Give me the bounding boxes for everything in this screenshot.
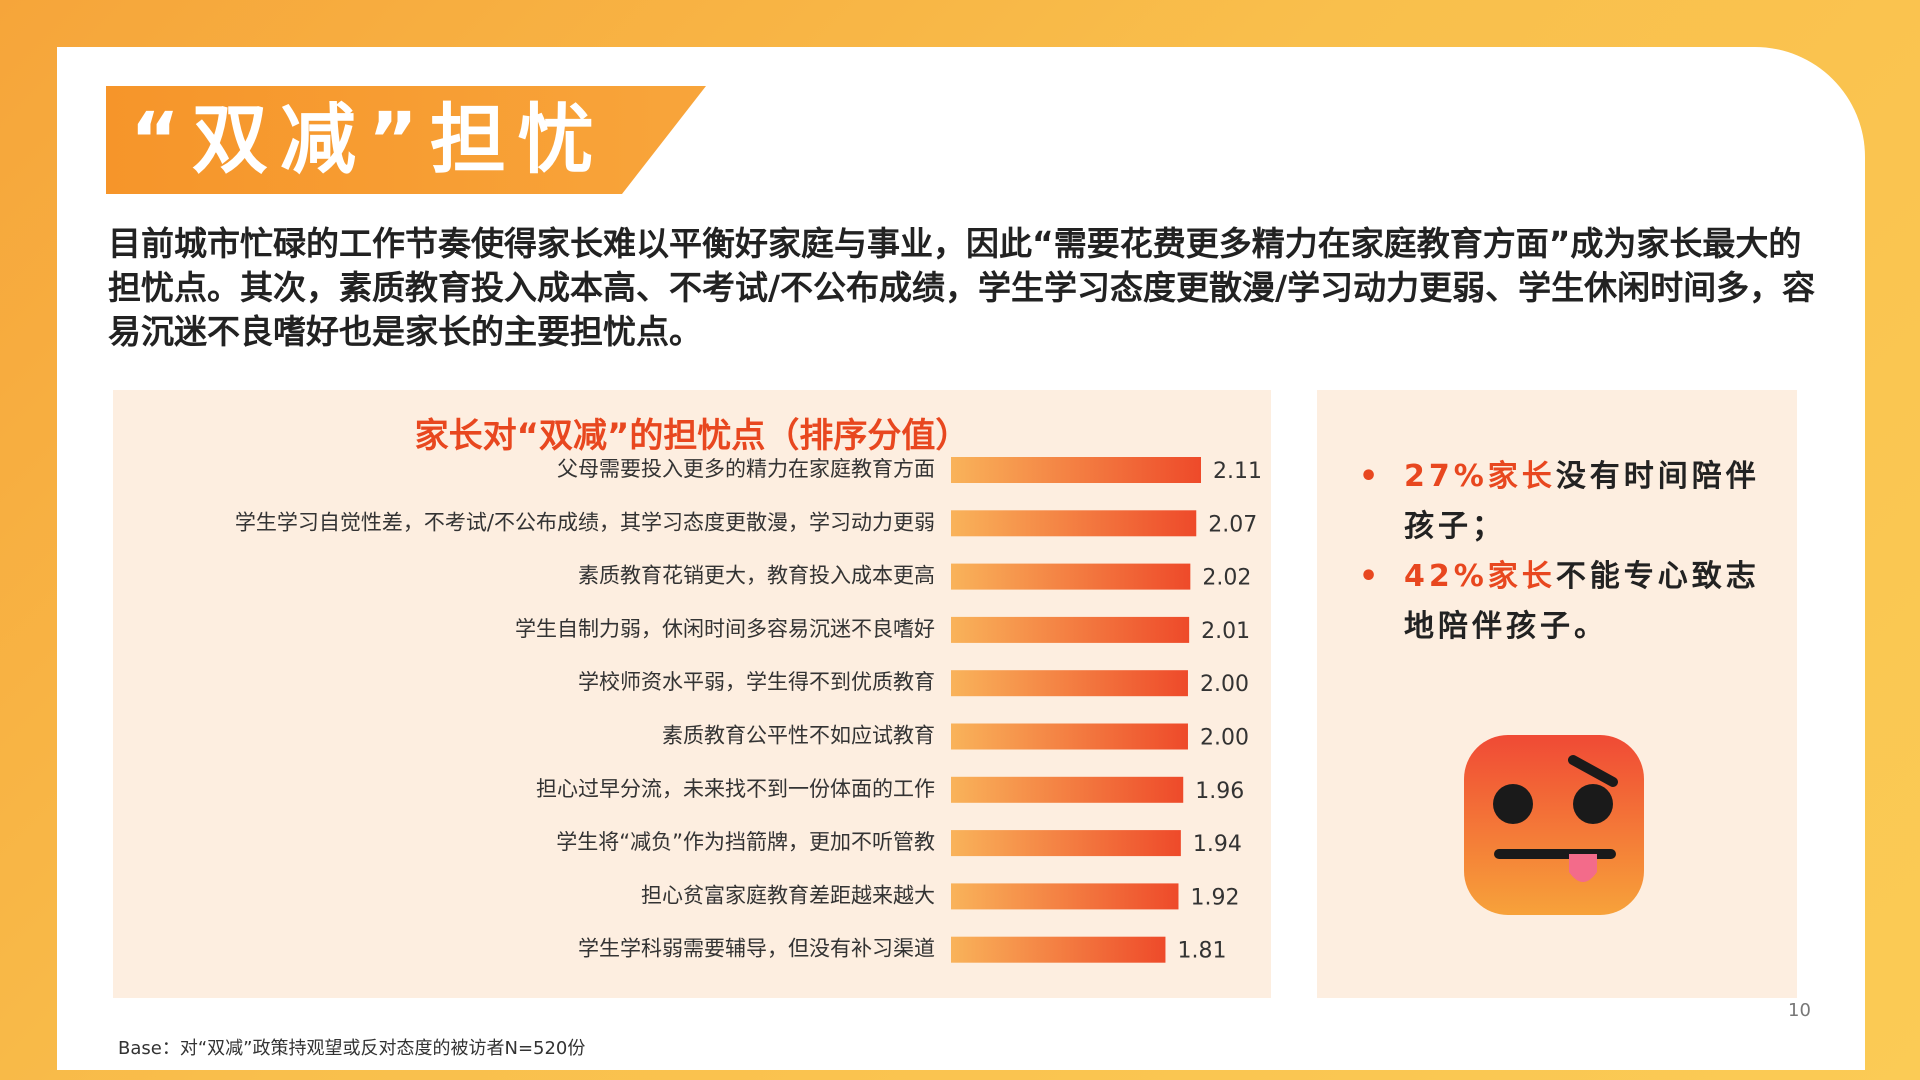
bar [951, 936, 1166, 963]
summary-bullet-focus: • 42%家长不能专心致志地陪伴孩子。 [1359, 552, 1779, 652]
summary-bullet-time: • 27%家长没有时间陪伴孩子； [1359, 452, 1779, 552]
bar [951, 670, 1188, 697]
chart-title: 家长对“双减”的担忧点（排序分值） [414, 416, 970, 456]
bar [951, 723, 1188, 750]
value-label: 1.92 [1190, 885, 1239, 910]
value-label: 2.00 [1200, 672, 1249, 697]
intro-paragraph: 目前城市忙碌的工作节奏使得家长难以平衡好家庭与事业，因此“需要花费更多精力在家庭… [108, 224, 1816, 351]
bullet-dot-icon: • [1359, 559, 1383, 594]
summary-bullets: • 27%家长没有时间陪伴孩子； • 42%家长不能专心致志地陪伴孩子。 [1359, 452, 1779, 652]
category-label: 素质教育花销更大，教育投入成本更高 [578, 564, 935, 588]
bullet-highlight: 42%家长 [1404, 559, 1556, 594]
value-label: 2.02 [1202, 566, 1251, 591]
bar [951, 776, 1184, 803]
category-label: 学生自制力弱，休闲时间多容易沉迷不良嗜好 [515, 617, 935, 641]
page-title: “双减”担忧 [130, 95, 606, 184]
chart-panel: 家长对“双减”的担忧点（排序分值） 父母需要投入更多的精力在家庭教育方面 2.11… [113, 390, 1271, 998]
value-label: 2.01 [1201, 619, 1250, 644]
bar [951, 883, 1179, 910]
bar [951, 510, 1197, 537]
category-label: 担心过早分流，未来找不到一份体面的工作 [536, 777, 935, 801]
dizzy-face-icon [1464, 735, 1644, 915]
category-label: 素质教育公平性不如应试教育 [662, 724, 935, 748]
category-label: 担心贫富家庭教育差距越来越大 [641, 883, 935, 907]
value-label: 2.00 [1200, 726, 1249, 751]
value-label: 2.11 [1213, 459, 1262, 484]
title-banner [106, 86, 706, 194]
category-label: 学生学科弱需要辅导，但没有补习渠道 [578, 937, 935, 961]
value-label: 1.81 [1177, 939, 1226, 964]
value-label: 1.94 [1193, 832, 1242, 857]
bar [951, 616, 1190, 643]
bullet-text: 不能专心致志地陪伴孩子。 [1404, 559, 1760, 644]
base-note: Base：对“双减”政策持观望或反对态度的被访者N=520份 [118, 1038, 586, 1059]
value-label: 1.96 [1195, 779, 1244, 804]
category-label: 学校师资水平弱，学生得不到优质教育 [578, 670, 935, 694]
category-label: 父母需要投入更多的精力在家庭教育方面 [557, 457, 935, 481]
page-number: 10 [1788, 1000, 1811, 1021]
category-label: 学生将“减负”作为挡箭牌，更加不听管教 [556, 830, 935, 854]
bullet-text: 没有时间陪伴孩子； [1404, 459, 1760, 544]
category-label: 学生学习自觉性差，不考试/不公布成绩，其学习态度更散漫，学习动力更弱 [235, 510, 935, 534]
value-label: 2.07 [1208, 512, 1257, 537]
bar [951, 563, 1191, 590]
bullet-highlight: 27%家长 [1404, 459, 1556, 494]
summary-panel: • 27%家长没有时间陪伴孩子； • 42%家长不能专心致志地陪伴孩子。 [1317, 390, 1797, 998]
bullet-dot-icon: • [1359, 459, 1383, 494]
bar [951, 457, 1201, 483]
bar [951, 830, 1181, 857]
bar-chart: 父母需要投入更多的精力在家庭教育方面 2.11 学生学习自觉性差，不考试/不公布成绩… [235, 457, 1262, 964]
